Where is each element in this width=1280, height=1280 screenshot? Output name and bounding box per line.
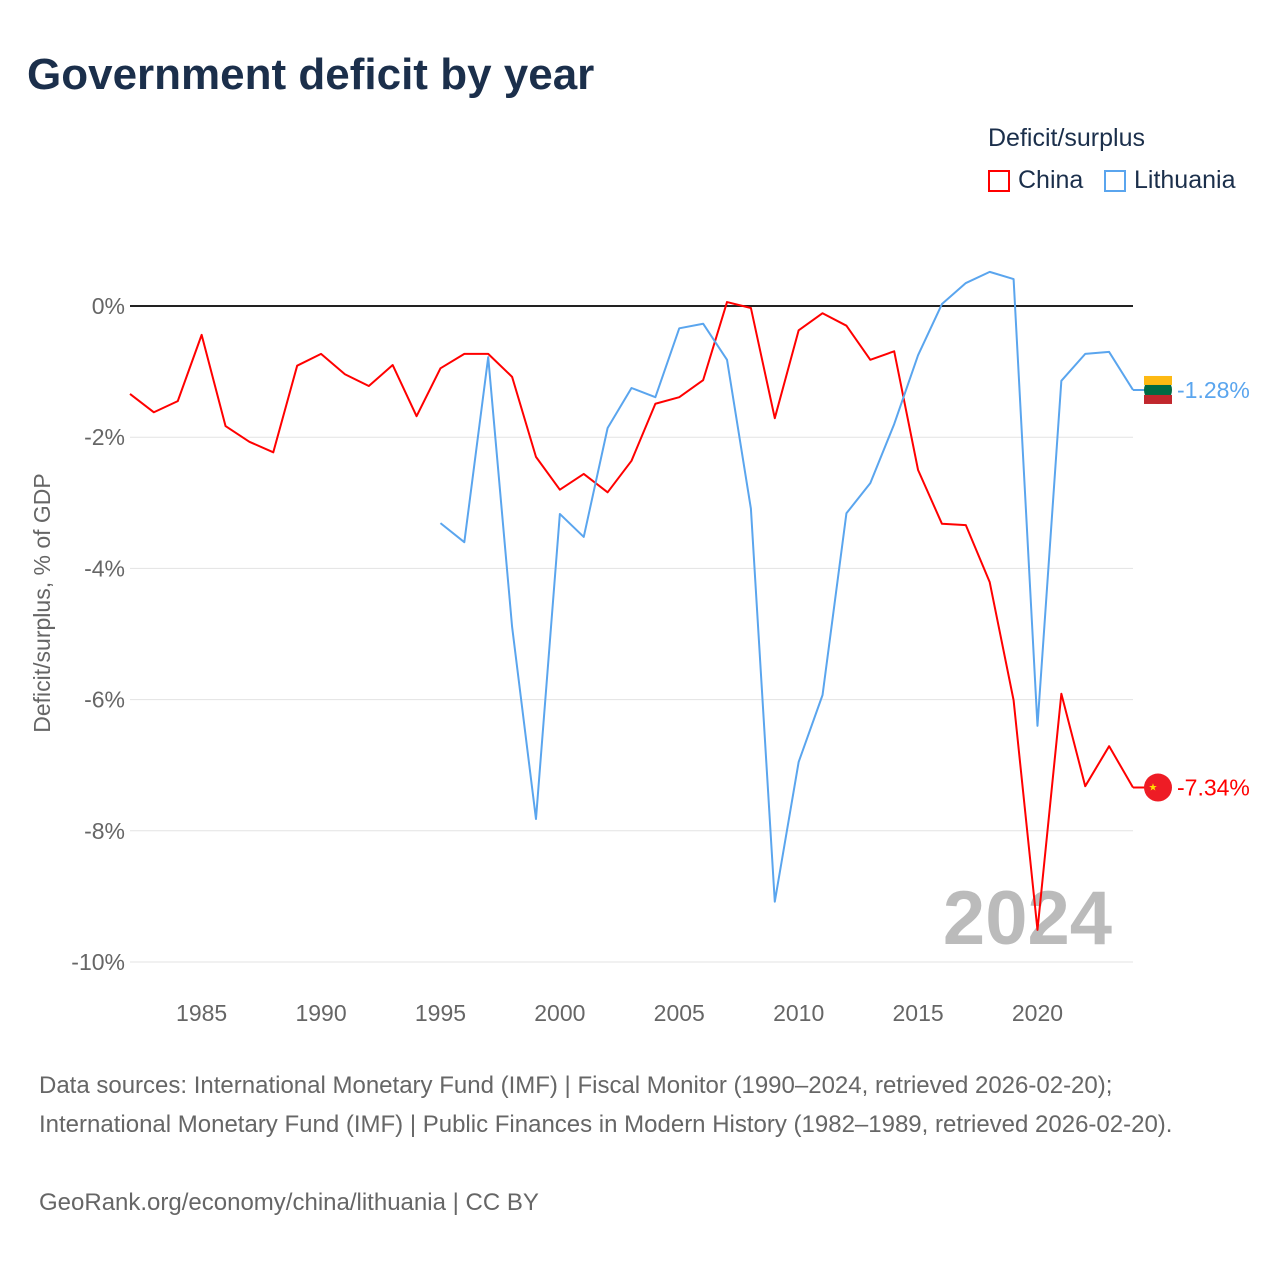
y-tick-label: -4%	[84, 555, 125, 581]
x-tick-label: 2010	[773, 1000, 824, 1026]
series-line-lithuania[interactable]	[439, 270, 1134, 903]
y-tick-label: -6%	[84, 687, 125, 713]
end-value-label-lithuania: -1.28%	[1177, 377, 1250, 403]
x-tick-label: 1995	[415, 1000, 466, 1026]
legend-label-china: China	[1018, 166, 1084, 194]
data-sources: Data sources: International Monetary Fun…	[39, 1072, 1173, 1138]
line-chart: 0% -2% -4% -6% -8% -10% 1985 1990 1995 2000 2005 20…	[29, 270, 1250, 1026]
flag-china-icon	[1144, 773, 1172, 802]
x-tick-label: 2005	[654, 1000, 705, 1026]
y-axis-label: Deficit/surplus, % of GDP	[29, 473, 55, 732]
legend-item-lithuania[interactable]: Lithuania	[1104, 166, 1235, 195]
y-tick-label: -8%	[84, 818, 125, 844]
end-value-label-china: -7.34%	[1177, 775, 1250, 801]
x-tick-label: 2000	[534, 1000, 585, 1026]
x-tick-label: 2020	[1012, 1000, 1063, 1026]
legend-label-lithuania: Lithuania	[1134, 166, 1236, 194]
flag-stripe	[1144, 375, 1172, 385]
chart-title: Government deficit by year	[27, 50, 595, 99]
flag-star-icon: ★	[1149, 783, 1158, 794]
year-watermark: 2024	[943, 876, 1112, 961]
y-tick-label: 0%	[92, 293, 125, 319]
x-tick-label: 1985	[176, 1000, 227, 1026]
y-tick-label: -10%	[71, 949, 125, 975]
series-line-china[interactable]	[129, 301, 1134, 931]
flag-stripe	[1144, 394, 1172, 404]
legend-swatch-china	[988, 169, 1010, 192]
attribution: GeoRank.org/economy/china/lithuania | CC…	[39, 1189, 539, 1216]
legend-title: Deficit/surplus	[988, 124, 1145, 152]
legend-swatch-lithuania	[1104, 169, 1126, 192]
legend-item-china[interactable]: China	[988, 166, 1083, 195]
x-tick-label: 1990	[295, 1000, 346, 1026]
x-tick-label: 2015	[892, 1000, 943, 1026]
y-tick-label: -2%	[84, 424, 125, 450]
